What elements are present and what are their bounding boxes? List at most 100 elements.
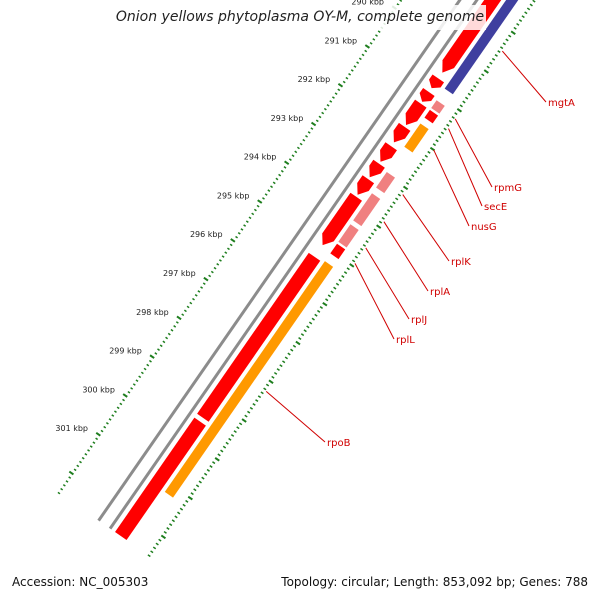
gene-label-rplJ: rplJ <box>411 315 427 326</box>
tick-right <box>193 488 197 492</box>
tick-left <box>89 445 93 448</box>
gene-label-nusG: nusG <box>471 222 497 233</box>
gene-arrow-red <box>442 0 502 73</box>
gene-rpoB <box>164 261 334 498</box>
tick-left <box>235 235 239 239</box>
tick-right <box>526 7 531 11</box>
tick-left <box>148 359 152 363</box>
tick-left <box>132 383 136 386</box>
tick-left <box>262 197 265 200</box>
tick-left <box>208 274 212 278</box>
tick-left <box>310 121 317 127</box>
tick-right <box>402 185 409 191</box>
tick-right <box>448 119 453 123</box>
tick-left <box>253 208 257 212</box>
backbone-line-outer <box>97 0 462 522</box>
tick-left <box>375 34 378 37</box>
tick-right <box>255 399 259 403</box>
tick-right <box>365 240 369 244</box>
tick-right <box>220 449 224 453</box>
gene-rplL <box>330 243 346 260</box>
tick-left <box>165 336 169 340</box>
tick-right <box>284 356 289 360</box>
tick-left <box>283 166 287 169</box>
tick-left <box>299 142 303 146</box>
tick-left <box>202 282 206 286</box>
tick-left <box>326 103 330 107</box>
leader-line <box>365 247 410 320</box>
tick-right <box>225 441 229 445</box>
tick-right <box>467 92 472 96</box>
tick-left <box>135 379 139 382</box>
tick-left <box>149 354 155 359</box>
tick-right <box>214 457 220 462</box>
tick-left <box>227 247 230 251</box>
tick-left <box>240 228 244 231</box>
tick-left <box>100 429 104 433</box>
gene-arrow-red <box>393 122 411 143</box>
tick-left <box>237 231 241 235</box>
tick-right <box>292 344 297 348</box>
tick-right <box>529 3 533 7</box>
tick-left <box>342 80 346 84</box>
tick-left <box>318 115 322 119</box>
tick-left <box>213 266 217 270</box>
title-background <box>112 5 486 30</box>
tick-left <box>181 313 185 317</box>
tick-right <box>370 232 375 236</box>
tick-left <box>68 470 75 476</box>
gene-arrow-red <box>357 175 375 195</box>
tick-right <box>287 352 291 356</box>
tick-left <box>146 363 150 367</box>
tick-left <box>334 92 338 96</box>
tick-right <box>502 42 506 46</box>
tick-right <box>459 104 463 108</box>
tick-left <box>275 177 279 181</box>
tick-right <box>384 212 388 216</box>
tick-left <box>264 193 268 196</box>
tick-left <box>127 390 131 394</box>
tick-right <box>276 368 280 372</box>
topology-info: Topology: circular; Length: 853,092 bp; … <box>279 574 590 590</box>
tick-right <box>187 495 193 501</box>
gene-arrow-red <box>429 74 445 89</box>
tick-left <box>119 402 123 406</box>
ruler-label: 301 kbp <box>55 424 88 433</box>
tick-right <box>424 154 428 158</box>
gene-rplJ <box>338 224 359 248</box>
tick-right <box>400 189 404 193</box>
tick-right <box>475 81 480 85</box>
leader-line <box>402 194 450 262</box>
tick-left <box>95 431 101 437</box>
tick-left <box>348 72 352 76</box>
tick-right <box>241 418 247 423</box>
tick-left <box>399 0 403 2</box>
tick-left <box>167 332 171 336</box>
tick-right <box>481 73 485 77</box>
tick-left <box>92 441 96 445</box>
tick-left <box>310 127 314 130</box>
tick-left <box>257 199 263 204</box>
tick-left <box>372 38 376 41</box>
tick-right <box>182 503 186 507</box>
tick-left <box>353 65 357 68</box>
tick-left <box>87 449 91 452</box>
tick-left <box>230 238 236 243</box>
tick-right <box>203 472 208 476</box>
ruler-label: 298 kbp <box>136 308 169 317</box>
tick-right <box>174 515 178 519</box>
tick-marks <box>57 0 536 558</box>
tick-left <box>122 393 128 398</box>
tick-right <box>427 150 431 154</box>
tick-right <box>209 465 213 468</box>
tick-right <box>303 329 307 333</box>
tick-right <box>260 391 264 395</box>
tick-right <box>327 294 332 298</box>
tick-right <box>222 445 227 449</box>
tick-right <box>360 247 364 251</box>
gene-label-rplA: rplA <box>430 287 450 298</box>
tick-left <box>396 3 400 6</box>
gene-arrow-red <box>419 88 435 102</box>
tick-left <box>294 150 298 154</box>
